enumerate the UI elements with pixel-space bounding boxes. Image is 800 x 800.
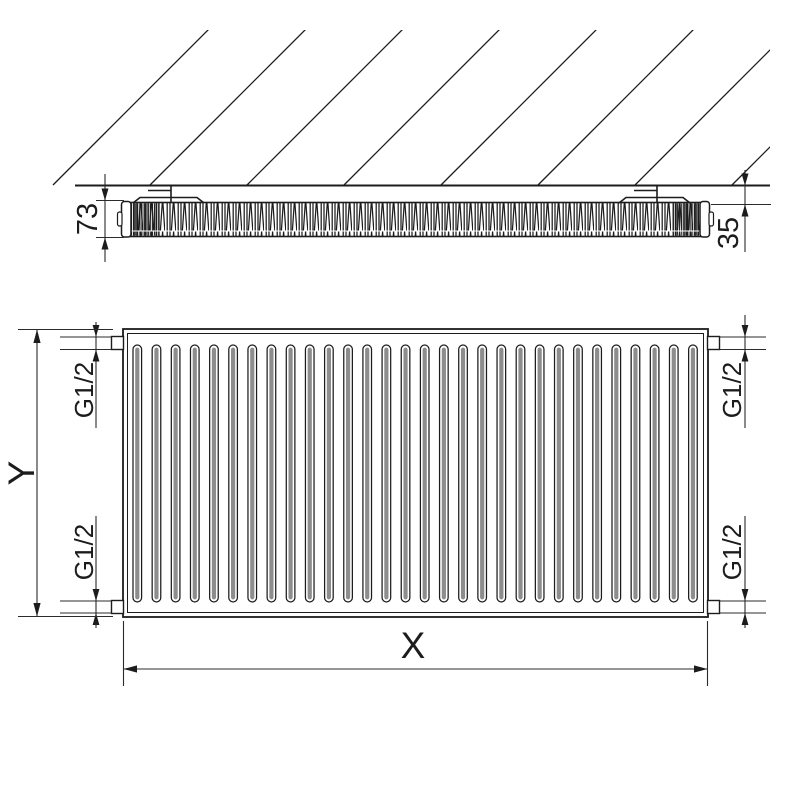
dim-depth [96, 174, 124, 262]
dim-width-label: X [401, 625, 426, 666]
arrow-right-icon [694, 665, 708, 673]
fin-slot-groove [690, 347, 696, 600]
fin-slot-groove [345, 347, 351, 600]
dim-g12-top-right-label: G1/2 [717, 362, 747, 418]
fin-slot-groove [250, 347, 255, 600]
dim-g12-bottom-right-label: G1/2 [717, 524, 747, 580]
fin-slot-groove [480, 347, 485, 600]
side-end-tab-left [116, 211, 123, 227]
fin-slot-groove [365, 347, 370, 600]
fin-slot-groove [537, 347, 542, 600]
front-inner-frame [127, 333, 704, 613]
connection-stub-bottom-right [706, 599, 721, 615]
fin-slots [132, 344, 698, 603]
fin-slot-groove [403, 347, 408, 600]
arrow-left-icon [123, 665, 137, 673]
front-outer-frame [122, 328, 709, 618]
side-end-tab-right [708, 211, 715, 227]
fin-slot-groove [556, 347, 561, 600]
arrow-down-icon [33, 603, 41, 617]
dim-g12-top-right [741, 315, 749, 428]
fin-slot-groove [135, 347, 140, 600]
fin-slot-groove [518, 347, 523, 600]
dim-wall-gap [711, 170, 771, 252]
side-fin-band-left-end [131, 203, 159, 236]
dim-g12-bottom-left-label: G1/2 [69, 524, 99, 580]
arrow-up-icon [101, 237, 109, 250]
dim-g12-bottom-right [741, 516, 749, 628]
side-fin-band-right-end [672, 203, 700, 236]
arrow-down-icon [741, 173, 749, 186]
arrow-up-icon [741, 349, 749, 362]
connection-stub-top-left [110, 335, 125, 351]
fin-slot-groove [173, 347, 178, 600]
arrow-up-icon [741, 613, 749, 625]
fin-slot-groove [595, 347, 600, 600]
fin-slot-groove [211, 347, 217, 600]
fin-slot-groove [192, 347, 197, 600]
stub-extension-lines [60, 336, 766, 614]
connection-stub-bottom-left [110, 599, 125, 615]
side-end-cap-left [120, 200, 132, 238]
mounting-bracket-left [132, 186, 205, 204]
fin-slot-groove [652, 347, 657, 600]
arrow-up-icon [33, 329, 41, 343]
dim-depth-label: 73 [72, 203, 104, 235]
mounting-bracket-right [618, 186, 691, 204]
fin-slot-groove [384, 347, 389, 600]
dim-wall-gap-label: 35 [713, 217, 745, 249]
arrow-down-icon [741, 325, 749, 337]
fin-slot-groove [231, 347, 236, 600]
fin-slot-groove [671, 347, 676, 600]
fin-slot-groove [288, 347, 293, 600]
dim-width [122, 621, 709, 686]
radiator-side-view [116, 200, 715, 238]
dim-g12-bottom-left [92, 516, 100, 628]
fin-slot-groove [499, 347, 504, 600]
arrow-up-icon [92, 349, 100, 362]
wall-hatch [52, 30, 770, 186]
fin-slot-groove [269, 347, 274, 600]
fin-slot-groove [633, 347, 638, 600]
fin-slot-groove [575, 347, 581, 600]
dim-height-label: Y [1, 461, 42, 486]
radiator-front-view [60, 328, 766, 618]
arrow-down-icon [92, 325, 100, 337]
fin-slot-groove [154, 347, 159, 600]
dim-g12-top-left-label: G1/2 [69, 362, 99, 418]
dim-height [18, 328, 113, 618]
dim-g12-top-left [92, 322, 100, 428]
connection-stub-top-right [706, 335, 721, 351]
arrow-down-icon [741, 589, 749, 601]
fin-slot-groove [441, 347, 446, 600]
side-end-cap-right [699, 200, 711, 238]
arrow-down-icon [92, 589, 100, 601]
fin-slot-groove [326, 347, 331, 600]
fin-slot-groove [307, 347, 312, 600]
side-fin-band [129, 201, 702, 238]
arrow-down-icon [101, 188, 109, 201]
arrow-up-icon [92, 613, 100, 625]
fin-slot-groove [460, 347, 466, 600]
arrow-up-icon [741, 204, 749, 217]
fin-slot-groove [614, 347, 619, 600]
fin-slot-groove [422, 347, 427, 600]
